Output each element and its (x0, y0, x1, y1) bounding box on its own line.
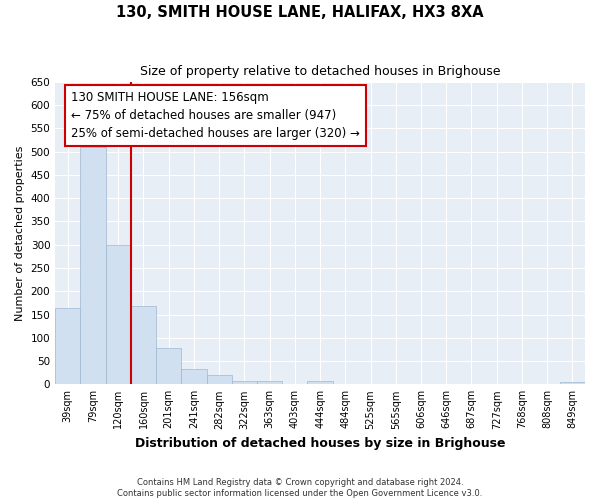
Bar (181, 370, 206, 384)
Bar (232, 380, 257, 384)
Bar (307, 380, 332, 384)
Text: 130 SMITH HOUSE LANE: 156sqm
← 75% of detached houses are smaller (947)
25% of s: 130 SMITH HOUSE LANE: 156sqm ← 75% of de… (71, 91, 360, 140)
Bar (80, 147, 106, 384)
Bar (560, 382, 585, 384)
Bar (131, 306, 156, 384)
Text: 130, SMITH HOUSE LANE, HALIFAX, HX3 8XA: 130, SMITH HOUSE LANE, HALIFAX, HX3 8XA (116, 5, 484, 20)
Bar (206, 375, 232, 384)
Text: Contains HM Land Registry data © Crown copyright and database right 2024.
Contai: Contains HM Land Registry data © Crown c… (118, 478, 482, 498)
Bar (106, 245, 131, 384)
Y-axis label: Number of detached properties: Number of detached properties (15, 146, 25, 321)
X-axis label: Distribution of detached houses by size in Brighouse: Distribution of detached houses by size … (135, 437, 505, 450)
Bar (55, 308, 80, 384)
Bar (156, 348, 181, 385)
Bar (257, 380, 282, 384)
Title: Size of property relative to detached houses in Brighouse: Size of property relative to detached ho… (140, 65, 500, 78)
